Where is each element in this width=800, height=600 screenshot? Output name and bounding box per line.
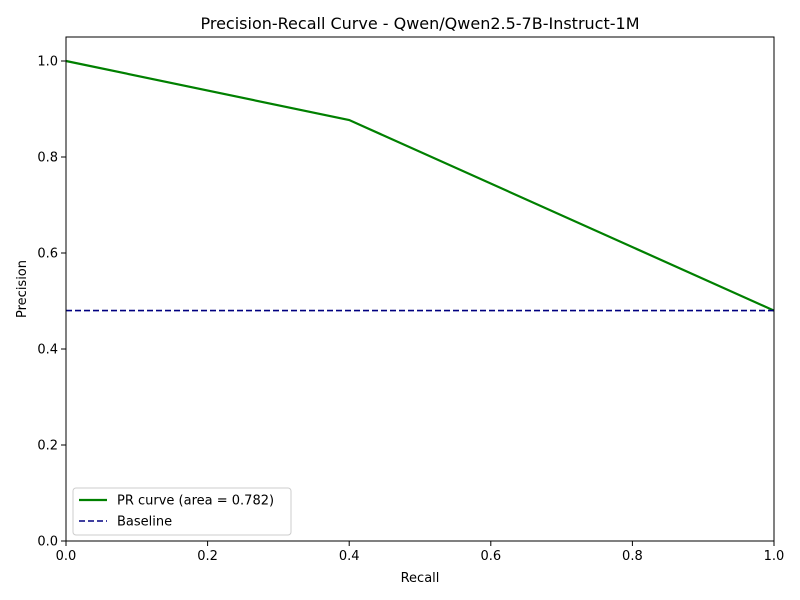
y-tick-label: 0.4 [37,343,58,358]
plot-frame [65,36,775,542]
y-tick-label: 1.0 [37,55,58,70]
y-tick-label: 0.6 [37,247,58,262]
y-axis-label: Precision [15,260,30,318]
x-tick-label: 0.0 [56,549,77,564]
y-tick-label: 0.8 [37,151,58,166]
x-axis-label: Recall [401,571,440,586]
x-tick-label: 0.6 [480,549,501,564]
y-tick-label: 0.0 [37,535,58,550]
y-axis: 0.0 0.2 0.4 0.6 0.8 1.0 [37,55,66,550]
legend-entry-label: Baseline [117,515,172,530]
chart-title: Precision-Recall Curve - Qwen/Qwen2.5-7B… [200,14,639,33]
x-tick-label: 1.0 [764,549,785,564]
x-tick-label: 0.8 [622,549,643,564]
legend-entry-label: PR curve (area = 0.782) [117,494,274,509]
x-tick-label: 0.2 [197,549,218,564]
legend: PR curve (area = 0.782) Baseline [72,487,292,536]
y-tick-label: 0.2 [37,439,58,454]
series-line-pr-curve [65,59,775,312]
x-tick-label: 0.4 [339,549,360,564]
legend-box [72,487,292,536]
plot-area [65,36,775,542]
x-axis: 0.0 0.2 0.4 0.6 0.8 1.0 [56,541,785,564]
